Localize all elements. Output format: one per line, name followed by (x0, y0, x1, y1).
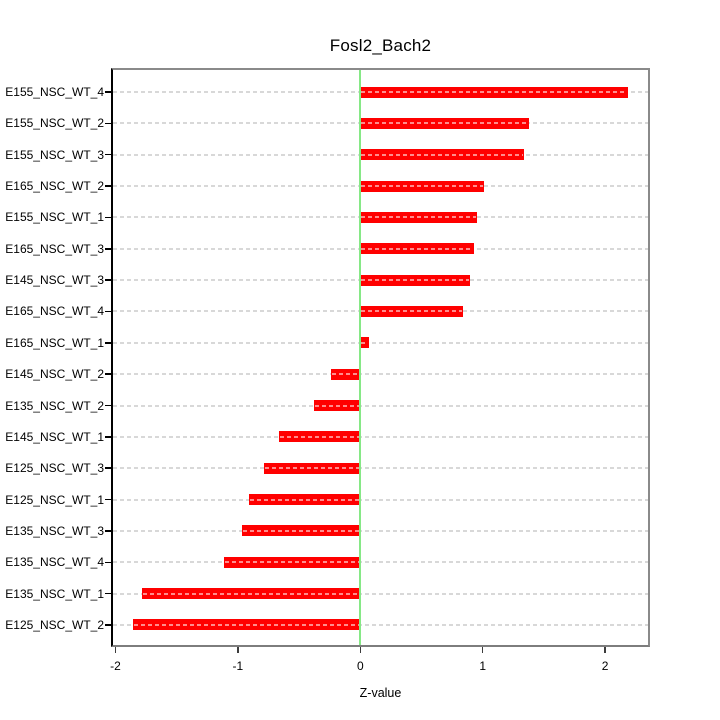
y-axis-category-label: E135_NSC_WT_3 (5, 523, 104, 538)
bar-grid-dash (361, 341, 368, 344)
gridline (113, 404, 648, 407)
y-axis-tick (105, 373, 113, 375)
plot-box (111, 68, 650, 647)
x-axis-tick-label: 2 (601, 659, 609, 673)
bar (248, 494, 361, 506)
y-axis-category-label: E155_NSC_WT_3 (5, 147, 104, 162)
y-axis-tick (105, 310, 113, 313)
y-axis-tick (105, 122, 113, 125)
bar (360, 305, 464, 317)
bar-grid-dash (361, 153, 524, 156)
bar (142, 588, 361, 600)
x-axis-tick-label: 1 (479, 659, 487, 673)
x-axis-tick-label: -1 (232, 659, 244, 673)
y-axis-category-label: E155_NSC_WT_1 (5, 210, 104, 225)
y-axis-tick (105, 561, 113, 563)
y-axis-category-label: E145_NSC_WT_2 (5, 367, 104, 382)
y-axis-category-label: E135_NSC_WT_1 (5, 586, 104, 601)
y-axis-category-label: E125_NSC_WT_2 (5, 617, 104, 632)
y-axis-tick (105, 248, 113, 250)
x-axis-tick (237, 647, 239, 653)
zero-reference-line (359, 70, 362, 645)
bar-grid-dash (361, 185, 483, 188)
y-axis-category-label: E125_NSC_WT_1 (5, 492, 104, 507)
bar-grid-dash (314, 404, 360, 407)
y-axis-category-label: E145_NSC_WT_3 (5, 273, 104, 288)
bar (263, 462, 361, 474)
bar (360, 243, 475, 255)
bar-grid-dash (143, 592, 360, 595)
y-axis-tick (105, 279, 113, 281)
gridline (113, 529, 648, 532)
gridline (113, 592, 648, 595)
bar (224, 556, 361, 568)
x-axis-tick-label: -2 (110, 659, 121, 673)
y-axis-category-label: E165_NSC_WT_1 (5, 335, 104, 350)
gridline (113, 467, 648, 470)
y-axis-tick (105, 592, 113, 595)
y-axis-tick (105, 153, 113, 156)
bar-grid-dash (264, 467, 360, 470)
y-axis-category-label: E165_NSC_WT_4 (5, 304, 104, 319)
y-axis-category-label: E145_NSC_WT_1 (5, 429, 104, 444)
y-axis-tick (105, 342, 113, 344)
y-axis-tick (105, 216, 113, 219)
bar-grid-dash (280, 435, 360, 438)
x-axis-tick (604, 647, 606, 653)
bar-grid-dash (361, 91, 628, 93)
bar-grid-dash (361, 122, 529, 125)
bar-grid-dash (361, 310, 463, 313)
bar (360, 274, 471, 286)
x-axis-tick (359, 647, 362, 653)
x-axis-tick (114, 647, 117, 653)
bar (360, 337, 369, 349)
y-axis-tick (105, 530, 113, 532)
y-axis-tick (105, 498, 113, 501)
y-axis-category-label: E135_NSC_WT_4 (5, 555, 104, 570)
bar-grid-dash (361, 279, 470, 282)
y-axis-category-label: E125_NSC_WT_3 (5, 461, 104, 476)
bar-grid-dash (361, 247, 474, 250)
bar-grid-dash (361, 216, 476, 219)
y-axis-tick (105, 185, 113, 187)
bar-grid-dash (249, 498, 360, 501)
bar-grid-dash (242, 529, 360, 532)
bar (360, 149, 525, 161)
y-axis-category-label: E135_NSC_WT_2 (5, 398, 104, 413)
bar (360, 211, 477, 223)
y-axis-category-label: E155_NSC_WT_4 (5, 85, 104, 99)
y-axis-category-label: E165_NSC_WT_3 (5, 241, 104, 256)
gridline (113, 373, 648, 376)
bar (132, 619, 361, 631)
gridline (113, 561, 648, 564)
bar (330, 368, 361, 380)
gridline (113, 435, 648, 438)
y-axis-tick (105, 436, 113, 438)
chart-title: Fosl2_Bach2 (329, 36, 432, 55)
x-axis-label: Z-value (359, 686, 402, 700)
bar (360, 180, 484, 192)
y-axis-tick (105, 467, 113, 469)
bar-grid-dash (133, 623, 360, 626)
y-axis-category-label: E165_NSC_WT_2 (5, 179, 104, 194)
x-axis-tick-label: 0 (356, 659, 364, 673)
bar-grid-dash (225, 561, 360, 564)
gridline (113, 341, 648, 344)
y-axis-category-label: E155_NSC_WT_2 (5, 116, 104, 131)
gridline (113, 498, 648, 501)
bar-grid-dash (331, 373, 360, 376)
gridline (113, 623, 648, 626)
y-axis-tick (105, 624, 113, 626)
bar (313, 400, 361, 411)
bar (279, 431, 361, 443)
y-axis-tick (105, 91, 113, 93)
x-axis-tick (481, 647, 484, 653)
bar (360, 117, 530, 129)
y-axis-tick (105, 404, 113, 407)
bar (360, 86, 629, 98)
bar (241, 525, 361, 537)
